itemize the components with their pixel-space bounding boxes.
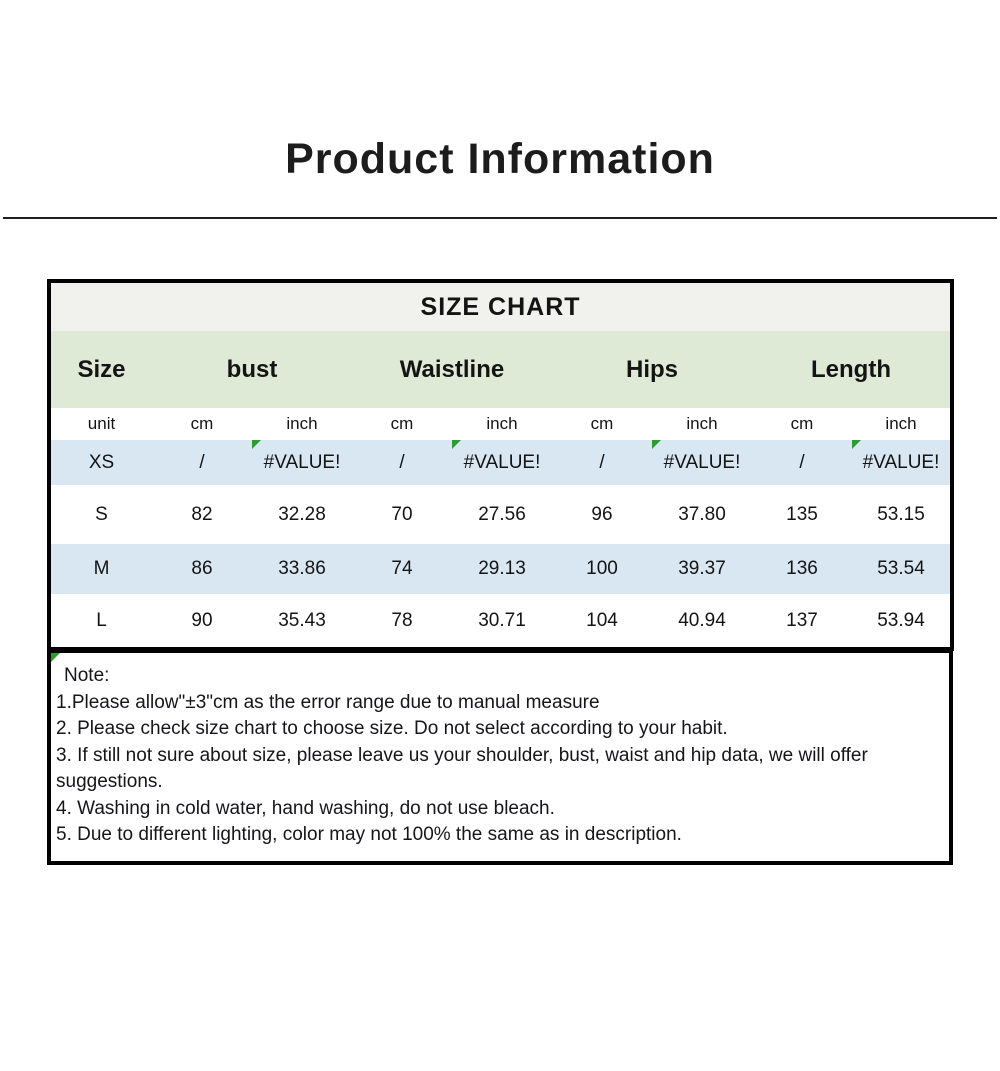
table-row-s: S 82 32.28 70 27.56 96 37.80 135 53.15 [49,485,953,544]
note-heading: Note: [64,665,110,686]
table-cell: 37.80 [652,485,752,544]
size-cell: S [49,485,152,544]
note-line: 1.Please allow"±3"cm as the error range … [56,691,600,713]
table-cell-error: #VALUE! [452,440,552,485]
column-header-bust: bust [152,331,352,408]
table-cell: 82 [152,485,252,544]
unit-cell: inch [452,408,552,440]
unit-cell: inch [852,408,953,440]
size-cell: M [49,544,152,594]
table-cell: 53.15 [852,485,953,544]
table-cell: / [552,440,652,485]
unit-cell: inch [252,408,352,440]
column-header-size: Size [49,331,152,408]
column-header-hips: Hips [552,331,752,408]
size-cell: XS [49,440,152,485]
table-row-l: L 90 35.43 78 30.71 104 40.94 137 53.94 [49,594,953,649]
table-cell: 53.54 [852,544,953,594]
note-box: Note: 1.Please allow"±3"cm as the error … [47,651,953,865]
table-cell: 86 [152,544,252,594]
table-cell: 90 [152,594,252,649]
unit-cell: cm [352,408,452,440]
table-cell: 104 [552,594,652,649]
note-line: 3. If still not sure about size, please … [56,744,868,793]
size-chart-section: SIZE CHART Size bust Waistline Hips Leng… [47,279,955,651]
note-line: 4. Washing in cold water, hand washing, … [56,797,555,819]
table-cell: 136 [752,544,852,594]
table-cell: 27.56 [452,485,552,544]
table-cell: 33.86 [252,544,352,594]
column-header-length: Length [752,331,953,408]
table-cell-error: #VALUE! [652,440,752,485]
table-cell: 29.13 [452,544,552,594]
table-cell: 74 [352,544,452,594]
table-cell: 70 [352,485,452,544]
unit-cell: cm [152,408,252,440]
table-cell: 135 [752,485,852,544]
table-row-xs: XS / #VALUE! / #VALUE! / #VALUE! / #VALU… [49,440,953,485]
note-line: 2. Please check size chart to choose siz… [56,718,728,739]
column-header-waistline: Waistline [352,331,552,408]
size-chart-table: SIZE CHART Size bust Waistline Hips Leng… [47,279,955,651]
unit-row: unit cm inch cm inch cm inch cm inch [49,408,953,440]
page-title: Product Information [285,135,715,183]
table-cell: 78 [352,594,452,649]
table-cell: 30.71 [452,594,552,649]
unit-label: unit [49,408,152,440]
unit-cell: cm [552,408,652,440]
table-cell: 35.43 [252,594,352,649]
note-line: 5. Due to different lighting, color may … [56,824,682,845]
table-cell-error: #VALUE! [852,440,953,485]
table-cell: 32.28 [252,485,352,544]
size-chart-title: SIZE CHART [49,281,953,331]
size-chart-header-row: SIZE CHART [49,281,953,331]
table-cell: 40.94 [652,594,752,649]
table-row-m: M 86 33.86 74 29.13 100 39.37 136 53.54 [49,544,953,594]
unit-cell: inch [652,408,752,440]
table-cell: 53.94 [852,594,953,649]
table-cell: 100 [552,544,652,594]
divider [3,217,997,219]
table-cell: / [152,440,252,485]
table-cell: 137 [752,594,852,649]
column-header-row: Size bust Waistline Hips Length [49,331,953,408]
table-cell: 39.37 [652,544,752,594]
size-cell: L [49,594,152,649]
table-cell: 96 [552,485,652,544]
table-cell: / [352,440,452,485]
table-cell-error: #VALUE! [252,440,352,485]
table-cell: / [752,440,852,485]
unit-cell: cm [752,408,852,440]
